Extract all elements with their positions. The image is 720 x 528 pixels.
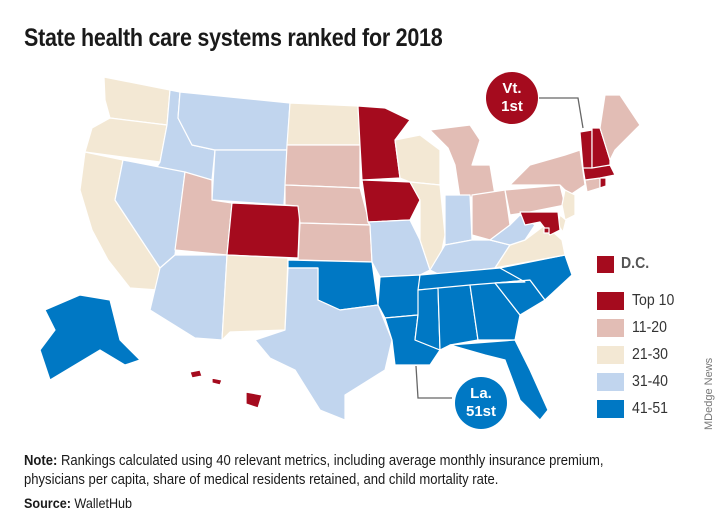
state-or [84,117,168,163]
state-in [444,194,473,246]
legend-label: 31-40 [632,372,669,390]
state-ak [39,294,141,381]
vt-callout-line [539,97,584,129]
state-fl [449,339,549,421]
state-ia [361,179,421,223]
state-nj [561,189,576,221]
legend-item-41-51: 41-51 [597,395,680,422]
state-wy [211,149,288,206]
la-callout-rank: 51st [465,403,497,420]
legend-swatch [597,372,624,391]
state-ks [297,222,373,263]
legend-label: 21-30 [632,345,669,363]
state-tx [254,267,393,421]
state-dc [543,227,550,234]
credit-text: MDedge News [703,357,715,430]
la-callout-state: La. [470,385,492,402]
legend-swatch [597,345,624,364]
state-co [226,202,301,259]
state-ms [414,287,441,351]
legend-item-11-20: 11-20 [597,314,680,341]
state-pa [504,184,566,216]
dc-label: D.C. [621,255,650,272]
note: Note: Rankings calculated using 40 relev… [24,452,654,490]
chart-title: State health care systems ranked for 201… [24,24,443,52]
legend-swatch [597,399,624,418]
source: Source: WalletHub [24,495,132,511]
state-me [599,94,641,161]
legend: Top 10 11-20 21-30 31-40 41-51 [597,287,680,422]
la-callout: La. 51st [455,377,507,429]
note-text: Rankings calculated using 40 relevant me… [24,453,604,488]
state-hi [189,369,263,409]
state-wa [103,76,171,126]
vt-callout: Vt. 1st [486,72,538,124]
source-label: Source: [24,495,71,511]
legend-item-top10: Top 10 [597,287,680,314]
legend-item-31-40: 31-40 [597,368,680,395]
state-nm [221,254,289,341]
vt-callout-rank: 1st [501,98,523,115]
dc-swatch [597,255,614,273]
state-sd [284,144,361,189]
legend-label: Top 10 [632,291,675,309]
dc-legend: D.C. [597,255,653,273]
state-mt [177,91,291,151]
state-ri [599,177,607,189]
legend-item-21-30: 21-30 [597,341,680,368]
state-ar [377,274,421,319]
state-mi [429,124,496,199]
vt-callout-state: Vt. [502,80,522,97]
state-nc [494,254,573,301]
legend-swatch [597,291,624,310]
state-nd [286,102,361,146]
state-al [437,284,479,351]
state-wi [394,134,441,186]
state-az [149,254,228,341]
source-text: WalletHub [70,495,133,511]
la-callout-line [415,365,452,399]
note-label: Note: [24,453,58,469]
legend-label: 11-20 [632,318,667,336]
legend-swatch [597,318,624,337]
state-nh [591,127,611,169]
legend-label: 41-51 [632,399,669,417]
state-md [519,211,561,236]
state-ga [469,282,521,341]
